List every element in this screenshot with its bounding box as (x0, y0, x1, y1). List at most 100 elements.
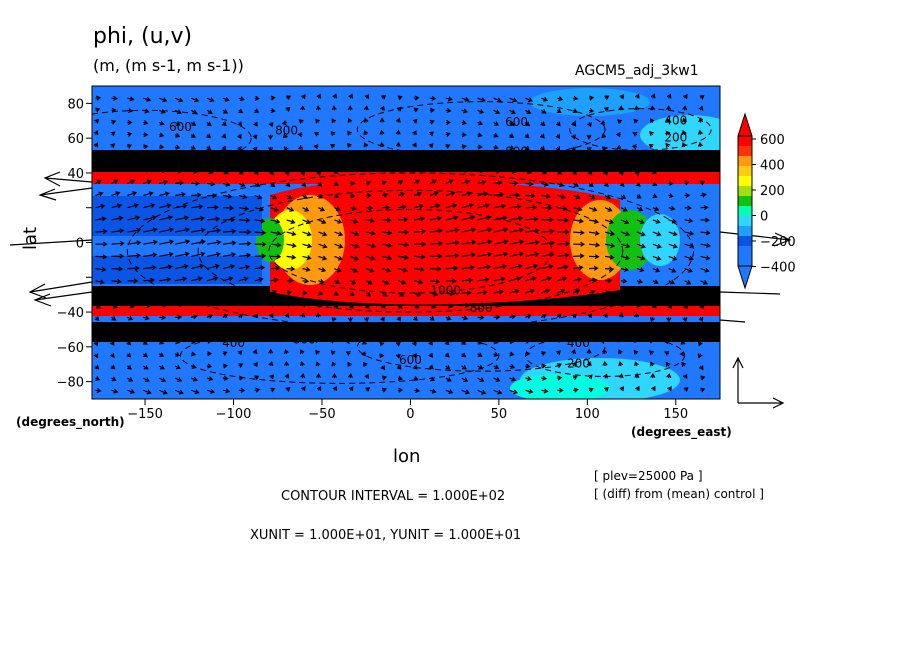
wind-vector (206, 169, 214, 175)
wind-vector (299, 349, 305, 355)
wind-vector (509, 180, 519, 186)
wind-vector (412, 118, 418, 124)
wind-vector (347, 317, 353, 323)
wind-vector (570, 336, 576, 342)
wind-vector (109, 352, 115, 358)
colorbar-label: 600 (760, 133, 785, 148)
contour-label: 400 (222, 336, 245, 350)
wind-vector (411, 341, 417, 347)
wind-vector (413, 167, 419, 173)
wind-vector (222, 288, 232, 294)
wind-vector (254, 182, 261, 187)
wind-vector (174, 377, 183, 382)
wind-vector (111, 266, 124, 272)
y-tick-label: −60 (57, 341, 84, 356)
wind-vector (221, 133, 227, 139)
x-tick-label: 0 (406, 407, 414, 422)
wind-vector (363, 117, 369, 123)
wind-vector (413, 241, 427, 247)
wind-vector (684, 291, 690, 297)
wind-vector (158, 389, 168, 395)
wind-vector (95, 291, 104, 297)
wind-vector (636, 231, 646, 237)
wind-vector (632, 157, 638, 162)
wind-vector (429, 191, 439, 197)
wind-vector (350, 243, 360, 249)
contour-label: 400 (664, 113, 687, 127)
wind-vector (620, 231, 631, 237)
wind-vector (650, 317, 655, 323)
wind-vector (285, 387, 291, 392)
wind-vector (647, 326, 653, 332)
wind-vector (636, 206, 644, 212)
wind-vector (634, 170, 640, 177)
wind-vector (93, 353, 99, 359)
wind-vector (636, 255, 646, 261)
wind-vector (429, 203, 441, 209)
wind-vector (573, 265, 584, 271)
wind-vector (93, 154, 99, 160)
wind-vector (191, 339, 197, 345)
wind-vector (699, 94, 705, 100)
wind-vector (413, 388, 421, 394)
contour-label: 200 (629, 327, 652, 341)
wind-vector (461, 120, 467, 126)
wind-vector (697, 129, 703, 135)
wind-vector (237, 325, 243, 331)
wind-vector (556, 350, 561, 355)
wind-vector (314, 337, 320, 343)
wind-vector (222, 96, 230, 102)
wind-vector (445, 131, 451, 137)
wind-vector (664, 351, 670, 356)
wind-vector (429, 215, 443, 221)
wind-vector (110, 131, 116, 137)
wind-vector (382, 217, 392, 223)
wind-vector (364, 373, 369, 379)
wind-vector (222, 205, 235, 211)
wind-vector (159, 227, 175, 233)
wind-vector (363, 129, 369, 136)
wind-vector (445, 315, 452, 321)
wind-vector (684, 230, 695, 236)
wind-vector (445, 265, 459, 271)
wind-vector (429, 278, 441, 285)
wind-vector (252, 336, 258, 342)
wind-vector (222, 252, 237, 258)
wind-vector (525, 239, 540, 245)
wind-vector (318, 243, 328, 249)
wind-vector (509, 109, 516, 115)
y-tick-label: 80 (67, 97, 84, 112)
wind-vector (588, 182, 594, 188)
wind-vector (286, 219, 296, 225)
wind-vector (270, 230, 282, 236)
wind-vector (347, 361, 352, 367)
wind-vector (313, 144, 319, 150)
wind-vector (381, 267, 392, 273)
wind-vector (588, 206, 598, 212)
wind-vector (380, 303, 386, 309)
wind-vector (318, 255, 328, 261)
wind-vector (95, 279, 105, 285)
wind-vector (397, 229, 410, 235)
wind-vector (461, 377, 469, 382)
wind-vector (238, 276, 249, 282)
wind-vector (525, 157, 531, 163)
wind-vector (127, 203, 139, 209)
wind-vector (254, 289, 262, 295)
wind-vector (540, 121, 546, 127)
wind-vector (110, 328, 116, 334)
wind-vector (477, 179, 487, 185)
wind-vector (413, 266, 425, 273)
wind-vector (683, 93, 688, 99)
wind-vector (681, 117, 687, 123)
wind-vector (541, 240, 556, 246)
wind-vector (634, 93, 640, 99)
wind-vector (477, 314, 485, 321)
wind-vector (286, 290, 293, 296)
wind-vector (445, 96, 454, 102)
wind-vector (127, 315, 134, 321)
wind-vector (190, 227, 206, 233)
wind-vector (363, 317, 369, 323)
wind-vector (429, 107, 436, 113)
wind-vector (604, 242, 616, 248)
